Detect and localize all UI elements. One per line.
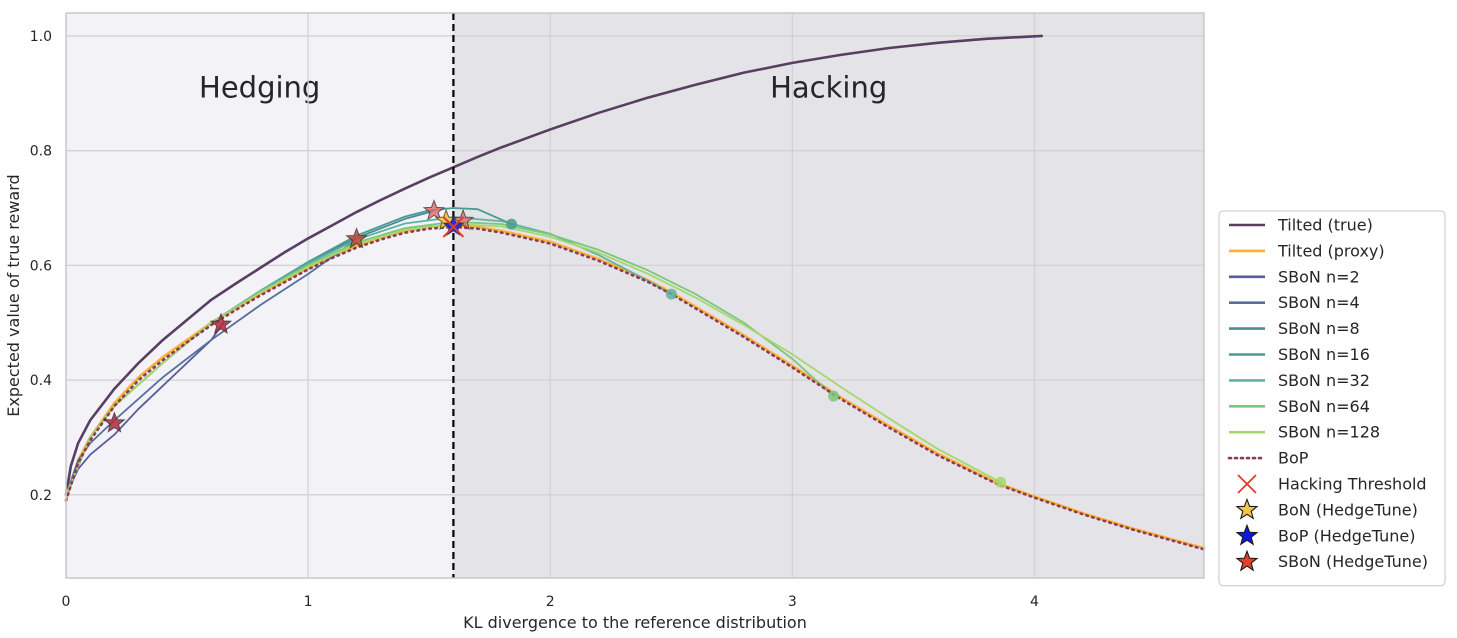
star-marker-sbon-hedgetune	[103, 411, 126, 433]
y-tick-label: 1.0	[30, 29, 52, 45]
tick-labels: 0 1 2 3 4 0.2 0.4 0.6 0.8 1.0	[30, 29, 1039, 610]
legend-label-tilted-true: Tilted (true)	[1277, 216, 1373, 235]
legend-label-bop: BoP	[1278, 449, 1309, 468]
star-marker-sbon-hedgetune	[209, 312, 233, 335]
x-tick-label: 2	[546, 594, 555, 610]
legend-label-sbon-n-128: SBoN n=128	[1278, 423, 1380, 442]
legend-label-sbon-n-64: SBoN n=64	[1278, 397, 1370, 416]
legend-label-sbon-n-4: SBoN n=4	[1278, 293, 1360, 312]
plot-border	[65, 12, 1205, 579]
x-tick-label: 3	[788, 594, 797, 610]
star-marker-bop-hedgetune	[442, 214, 465, 237]
legend-label-bon-hedgetune: BoN (HedgeTune)	[1278, 500, 1418, 519]
y-tick-label: 0.2	[30, 488, 52, 504]
plot-background: Hedging Hacking	[66, 13, 1204, 578]
x-tick-label: 1	[304, 594, 313, 610]
hacking-threshold-marker	[442, 216, 465, 238]
legend-label-bop-hedgetune: BoP (HedgeTune)	[1278, 526, 1415, 545]
endpoint-dot	[828, 390, 840, 402]
hedgetune-markers	[103, 198, 475, 433]
endpoint-dot	[506, 218, 518, 230]
region-label-hacking: Hacking	[770, 71, 887, 105]
y-tick-label: 0.4	[30, 373, 52, 389]
endpoint-dot	[995, 476, 1007, 488]
legend-label-tilted-proxy: Tilted (proxy)	[1277, 241, 1385, 260]
endpoint-dot	[665, 288, 677, 300]
legend: Tilted (true) Tilted (proxy) SBoN n=2 SBoN …	[1218, 210, 1446, 587]
star-marker-sbon-hedgetune	[345, 227, 368, 249]
legend-box	[1218, 210, 1446, 587]
series-line-tilted-true	[64, 34, 1044, 497]
x-tick-label: 4	[1030, 594, 1039, 610]
legend-swatch-sbon-hedgetune	[1235, 549, 1259, 572]
legend-label-sbon-hedgetune: SBoN (HedgeTune)	[1278, 552, 1428, 571]
legend-label-sbon-n-32: SBoN n=32	[1278, 371, 1370, 390]
legend-label-sbon-n-16: SBoN n=16	[1278, 345, 1370, 364]
plot-frame	[65, 12, 1205, 579]
legend-swatch-bop-hedgetune	[1235, 523, 1259, 546]
x-tick-label: 0	[62, 594, 71, 610]
star-marker-sbon-hedgetune	[422, 198, 446, 221]
y-axis-label: Expected value of true reward	[4, 174, 23, 416]
series-line-sbon-n-2	[65, 321, 225, 496]
legend-swatch-bon-hedgetune	[1235, 497, 1259, 520]
y-tick-label: 0.6	[30, 258, 52, 274]
region-label-hedging: Hedging	[199, 71, 320, 105]
endpoint-dots	[506, 218, 1007, 488]
x-axis-label: KL divergence to the reference distribut…	[463, 613, 807, 632]
y-tick-label: 0.8	[30, 144, 52, 160]
legend-label-hacking-threshold: Hacking Threshold	[1278, 475, 1427, 494]
legend-swatch-hacking-threshold	[1237, 474, 1257, 494]
legend-label-sbon-n-8: SBoN n=8	[1278, 319, 1360, 338]
region-hacking	[453, 13, 1204, 578]
legend-label-sbon-n-2: SBoN n=2	[1278, 267, 1360, 286]
